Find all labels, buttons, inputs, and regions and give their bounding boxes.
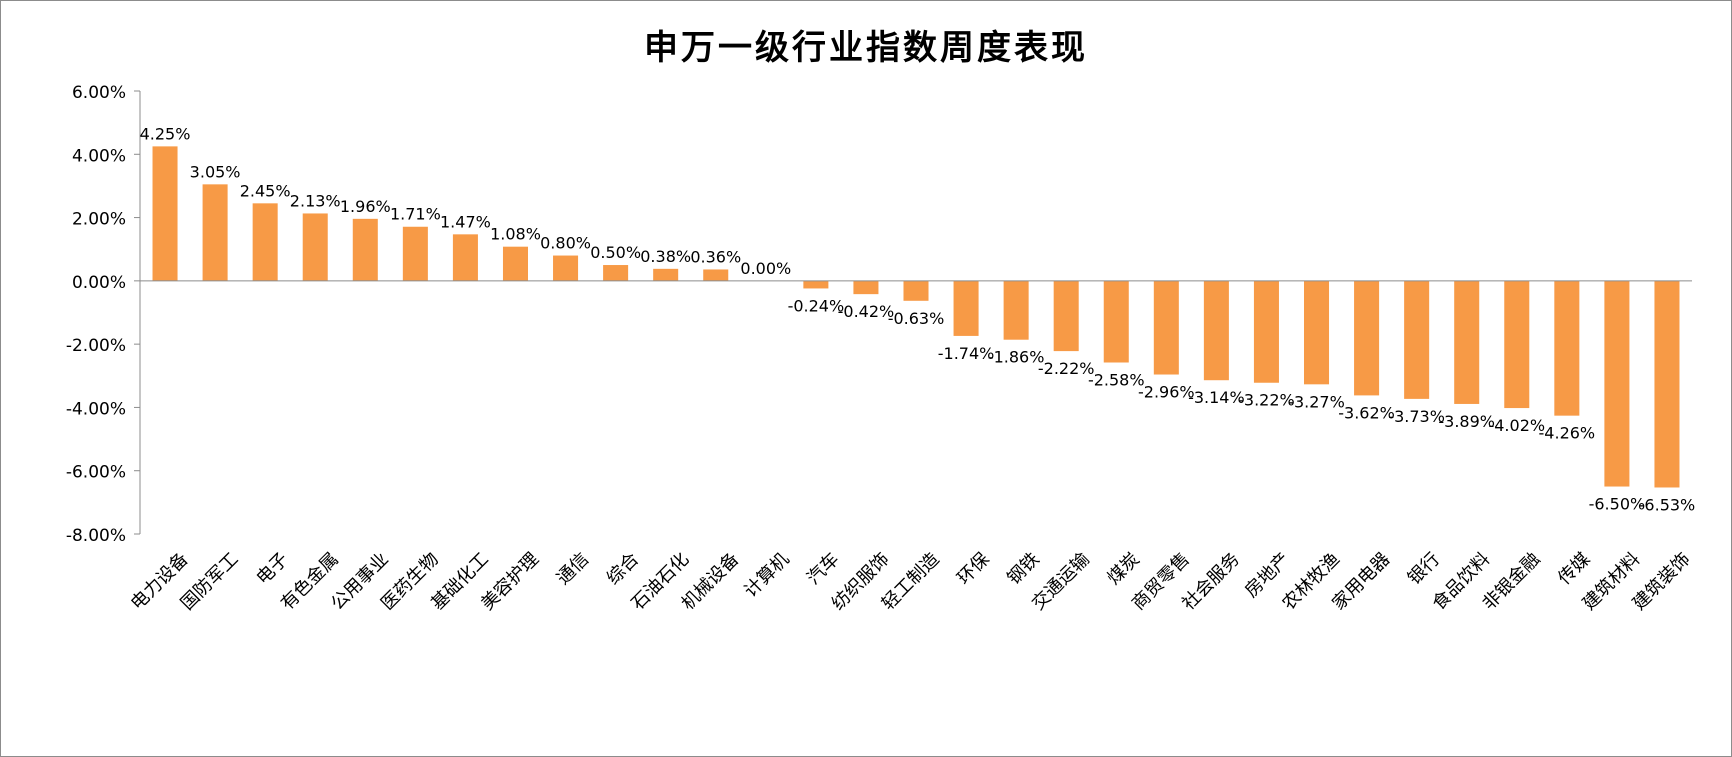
bar [1053, 280, 1079, 352]
data-label: 2.45% [240, 181, 291, 200]
y-tick-label: -6.00% [66, 463, 126, 483]
data-label: -3.22% [1238, 391, 1295, 410]
data-label: -6.50% [1589, 495, 1646, 514]
data-label: -1.74% [938, 344, 995, 363]
bar [1654, 280, 1680, 488]
data-label: 0.50% [590, 243, 641, 262]
y-tick-label: 2.00% [72, 210, 126, 230]
data-label: -0.24% [788, 296, 845, 315]
bar [352, 218, 378, 281]
bar [1103, 280, 1129, 363]
data-label: -3.14% [1188, 388, 1245, 407]
bar [1554, 280, 1580, 416]
bar [502, 246, 528, 281]
bar [1003, 280, 1029, 340]
data-label: -3.62% [1338, 403, 1395, 422]
data-label: 0.38% [640, 247, 691, 266]
category-label: 环保 [953, 549, 993, 589]
data-label: -4.26% [1539, 424, 1596, 443]
data-label: 0.80% [540, 234, 591, 253]
bar [1354, 280, 1380, 396]
data-label: 0.36% [690, 247, 741, 266]
data-label: 4.25% [140, 124, 191, 143]
bar [1203, 280, 1229, 381]
data-label: -2.58% [1088, 370, 1145, 389]
bar [703, 269, 729, 281]
data-label: -2.96% [1138, 383, 1195, 402]
data-label: 2.13% [290, 191, 341, 210]
y-tick-label: -8.00% [66, 526, 126, 546]
category-label: 计算机 [740, 549, 793, 602]
bar [803, 280, 829, 289]
data-label: -6.53% [1639, 495, 1696, 514]
bar [402, 226, 428, 281]
data-label: 1.47% [440, 212, 491, 231]
bar [1504, 280, 1530, 409]
category-label: 综合 [603, 549, 643, 589]
category-label: 银行 [1404, 549, 1444, 589]
bar [202, 184, 228, 281]
data-label: -3.89% [1438, 412, 1495, 431]
bar [903, 280, 929, 301]
data-label: -2.22% [1038, 359, 1095, 378]
bar [1604, 280, 1630, 487]
chart-title: 申万一级行业指数周度表现 [644, 28, 1088, 68]
bar [653, 268, 679, 281]
category-label: 煤炭 [1103, 549, 1143, 589]
category-label: 汽车 [803, 549, 843, 589]
category-label: 电子 [252, 549, 292, 589]
bar [302, 213, 328, 281]
bar [452, 234, 478, 281]
data-label: 1.96% [340, 197, 391, 216]
data-label: -3.73% [1388, 407, 1445, 426]
data-label: 1.71% [390, 205, 441, 224]
data-label: 0.00% [740, 259, 791, 278]
category-label: 传媒 [1554, 549, 1594, 589]
category-label: 通信 [553, 549, 593, 589]
bar [252, 203, 278, 281]
y-tick-label: -2.00% [66, 336, 126, 356]
y-tick-label: 6.00% [72, 83, 126, 103]
bar [1153, 280, 1179, 375]
data-label: -0.42% [838, 302, 895, 321]
bar [152, 146, 178, 281]
data-label: 3.05% [190, 162, 241, 181]
bar [553, 255, 579, 281]
y-tick-label: 4.00% [72, 146, 126, 166]
data-label: -3.27% [1288, 392, 1345, 411]
bar [1404, 280, 1430, 399]
bar [1253, 280, 1279, 383]
bar [953, 280, 979, 336]
bar [1304, 280, 1330, 385]
data-label: -0.63% [888, 309, 945, 328]
bar [603, 265, 629, 281]
bar [853, 280, 879, 295]
category-label: 钢铁 [1003, 549, 1043, 589]
y-tick-label: 0.00% [72, 273, 126, 293]
bar [1454, 280, 1480, 404]
y-tick-label: -4.00% [66, 399, 126, 419]
data-label: -1.86% [988, 348, 1045, 367]
data-label: -4.02% [1488, 416, 1545, 435]
data-label: 1.08% [490, 225, 541, 244]
